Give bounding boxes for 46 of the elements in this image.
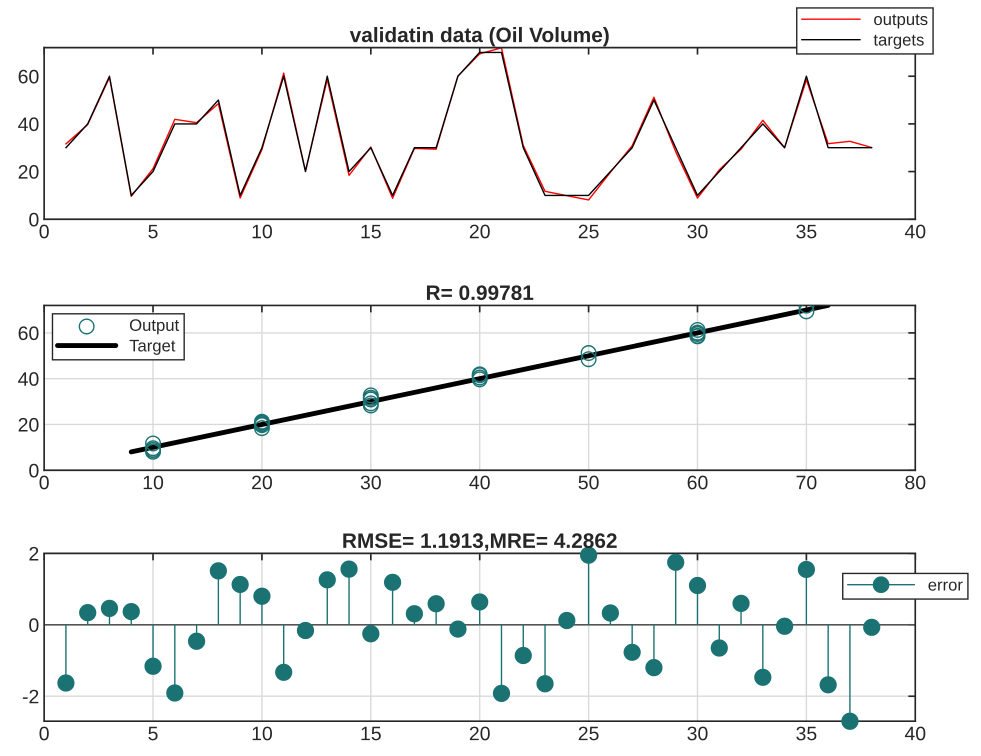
x-tick-label: 15 [361,726,381,740]
y-tick-label: 0 [29,212,39,226]
x-tick-label: 20 [470,224,490,238]
x-tick-label: 70 [796,476,816,490]
y-tick-label: 40 [18,372,39,386]
chart-title: R= 0.99781 [426,285,534,300]
x-tick-label: 0 [40,224,49,238]
legend-label: Output [130,319,180,334]
y-tick-label: 40 [18,117,39,132]
legend-label: outputs [874,14,928,28]
y-tick-label: 20 [18,165,39,179]
x-tick-label: 0 [40,476,49,490]
x-tick-label: 35 [796,224,816,238]
x-tick-label: 30 [360,476,381,490]
legend-label: Target [130,340,176,355]
x-tick-label: 20 [470,726,490,740]
x-tick-label: 0 [40,726,49,740]
x-tick-label: 30 [687,224,708,238]
y-tick-label: 20 [18,418,39,432]
x-tick-label: 30 [687,726,708,740]
x-tick-label: 15 [361,224,381,238]
x-tick-label: 10 [144,476,164,490]
y-tick-label: 0 [29,618,39,632]
y-tick-label: 2 [29,546,38,560]
x-tick-label: 50 [578,476,599,490]
legend-label: error [928,582,963,591]
x-tick-label: 10 [252,224,272,238]
chart-title: RMSE= 1.1913,MRE= 4.2862 [343,533,617,552]
x-tick-label: 25 [578,726,599,740]
y-tick-label: 60 [18,326,39,340]
x-tick-label: 5 [148,726,158,740]
x-tick-label: 60 [688,476,708,490]
x-tick-label: 25 [578,224,599,238]
x-tick-label: 40 [904,224,926,238]
x-tick-label: 80 [905,476,926,490]
legend-label: targets [874,34,924,49]
y-tick-label: 60 [18,70,39,84]
x-tick-label: 20 [252,476,272,490]
x-tick-label: 10 [252,726,272,740]
x-tick-label: 40 [904,726,926,740]
x-tick-label: 5 [148,224,158,238]
y-tick-label: -2 [22,690,38,704]
x-tick-label: 40 [469,476,490,490]
y-tick-label: 0 [29,464,39,478]
x-tick-label: 35 [796,726,816,740]
chart-title: validatin data (Oil Volume) [350,26,609,46]
